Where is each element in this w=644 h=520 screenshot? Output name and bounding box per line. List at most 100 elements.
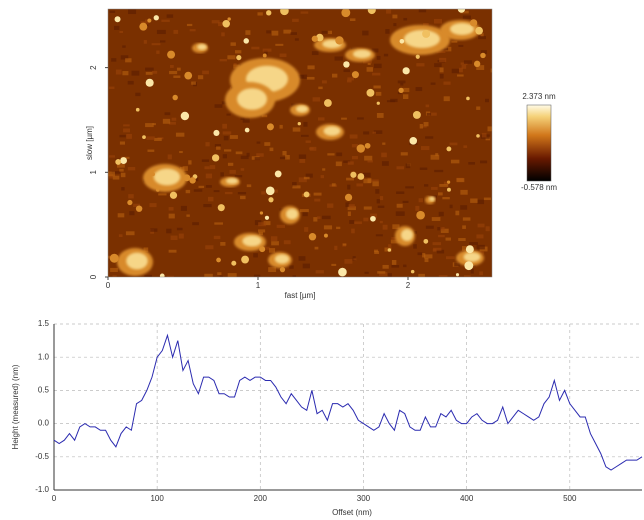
- texture: [464, 261, 474, 271]
- texture: [419, 123, 423, 129]
- texture: [321, 30, 330, 34]
- texture: [292, 275, 297, 277]
- texture: [224, 149, 232, 152]
- texture: [112, 175, 120, 180]
- texture: [282, 150, 287, 156]
- texture: [345, 202, 350, 208]
- texture: [169, 70, 178, 75]
- texture: [476, 244, 485, 250]
- texture: [298, 154, 307, 159]
- texture: [356, 183, 364, 187]
- x-label: Offset (nm): [332, 508, 372, 517]
- texture: [363, 172, 371, 178]
- texture: [126, 133, 132, 139]
- x-tick-label: 1: [256, 281, 261, 290]
- texture: [443, 81, 451, 85]
- texture: [300, 209, 309, 213]
- texture: [403, 17, 408, 21]
- texture: [180, 111, 190, 121]
- texture: [473, 60, 481, 68]
- texture: [290, 32, 297, 35]
- texture: [275, 43, 284, 46]
- texture: [135, 205, 143, 212]
- texture: [108, 171, 115, 177]
- texture: [143, 40, 147, 44]
- texture: [367, 178, 372, 184]
- texture: [344, 193, 353, 202]
- texture: [114, 16, 121, 23]
- texture: [386, 100, 396, 103]
- texture: [341, 9, 351, 18]
- texture: [151, 172, 155, 177]
- texture: [466, 96, 470, 101]
- texture: [155, 188, 160, 192]
- texture: [446, 146, 452, 152]
- texture: [351, 71, 359, 79]
- texture: [433, 247, 442, 251]
- texture: [145, 78, 154, 87]
- texture: [201, 159, 210, 162]
- texture: [477, 223, 485, 228]
- texture: [171, 117, 177, 121]
- texture: [120, 157, 127, 165]
- texture: [375, 91, 382, 96]
- texture: [125, 58, 132, 63]
- texture: [233, 64, 240, 69]
- texture: [152, 123, 156, 126]
- texture: [364, 155, 373, 161]
- texture: [279, 124, 283, 129]
- x-tick-label: 300: [357, 494, 371, 503]
- texture: [416, 63, 425, 67]
- texture: [128, 9, 137, 15]
- texture: [205, 142, 210, 147]
- texture: [156, 29, 166, 35]
- texture: [147, 149, 155, 152]
- texture: [424, 257, 429, 263]
- texture: [216, 146, 221, 150]
- y-tick-label: -1.0: [35, 485, 49, 494]
- texture: [434, 169, 444, 173]
- texture: [403, 264, 407, 268]
- texture: [261, 191, 266, 195]
- texture: [470, 268, 474, 274]
- texture: [258, 222, 266, 227]
- texture: [376, 112, 384, 118]
- texture: [462, 225, 466, 229]
- texture: [460, 189, 468, 195]
- texture: [443, 181, 450, 185]
- texture: [251, 46, 260, 50]
- texture: [246, 184, 252, 188]
- texture: [461, 64, 467, 69]
- texture: [322, 168, 326, 171]
- texture: [188, 160, 192, 165]
- texture: [402, 200, 409, 203]
- texture: [472, 264, 476, 268]
- texture: [244, 127, 250, 133]
- texture: [240, 168, 245, 171]
- texture: [445, 256, 455, 260]
- texture: [240, 117, 245, 120]
- texture: [135, 92, 141, 97]
- texture: [262, 53, 267, 58]
- texture: [481, 132, 487, 138]
- texture: [422, 253, 426, 258]
- texture: [357, 173, 365, 180]
- texture: [209, 165, 216, 170]
- texture: [259, 246, 266, 253]
- texture: [362, 30, 369, 36]
- texture: [166, 228, 172, 234]
- texture: [193, 189, 203, 192]
- texture: [381, 152, 387, 158]
- texture: [455, 273, 460, 277]
- texture: [270, 236, 278, 242]
- texture: [313, 217, 318, 222]
- texture: [480, 33, 484, 37]
- texture: [324, 99, 332, 107]
- texture: [434, 63, 442, 68]
- texture: [383, 53, 389, 57]
- texture: [475, 26, 483, 35]
- texture: [422, 125, 427, 128]
- texture: [468, 162, 476, 165]
- texture: [409, 137, 418, 145]
